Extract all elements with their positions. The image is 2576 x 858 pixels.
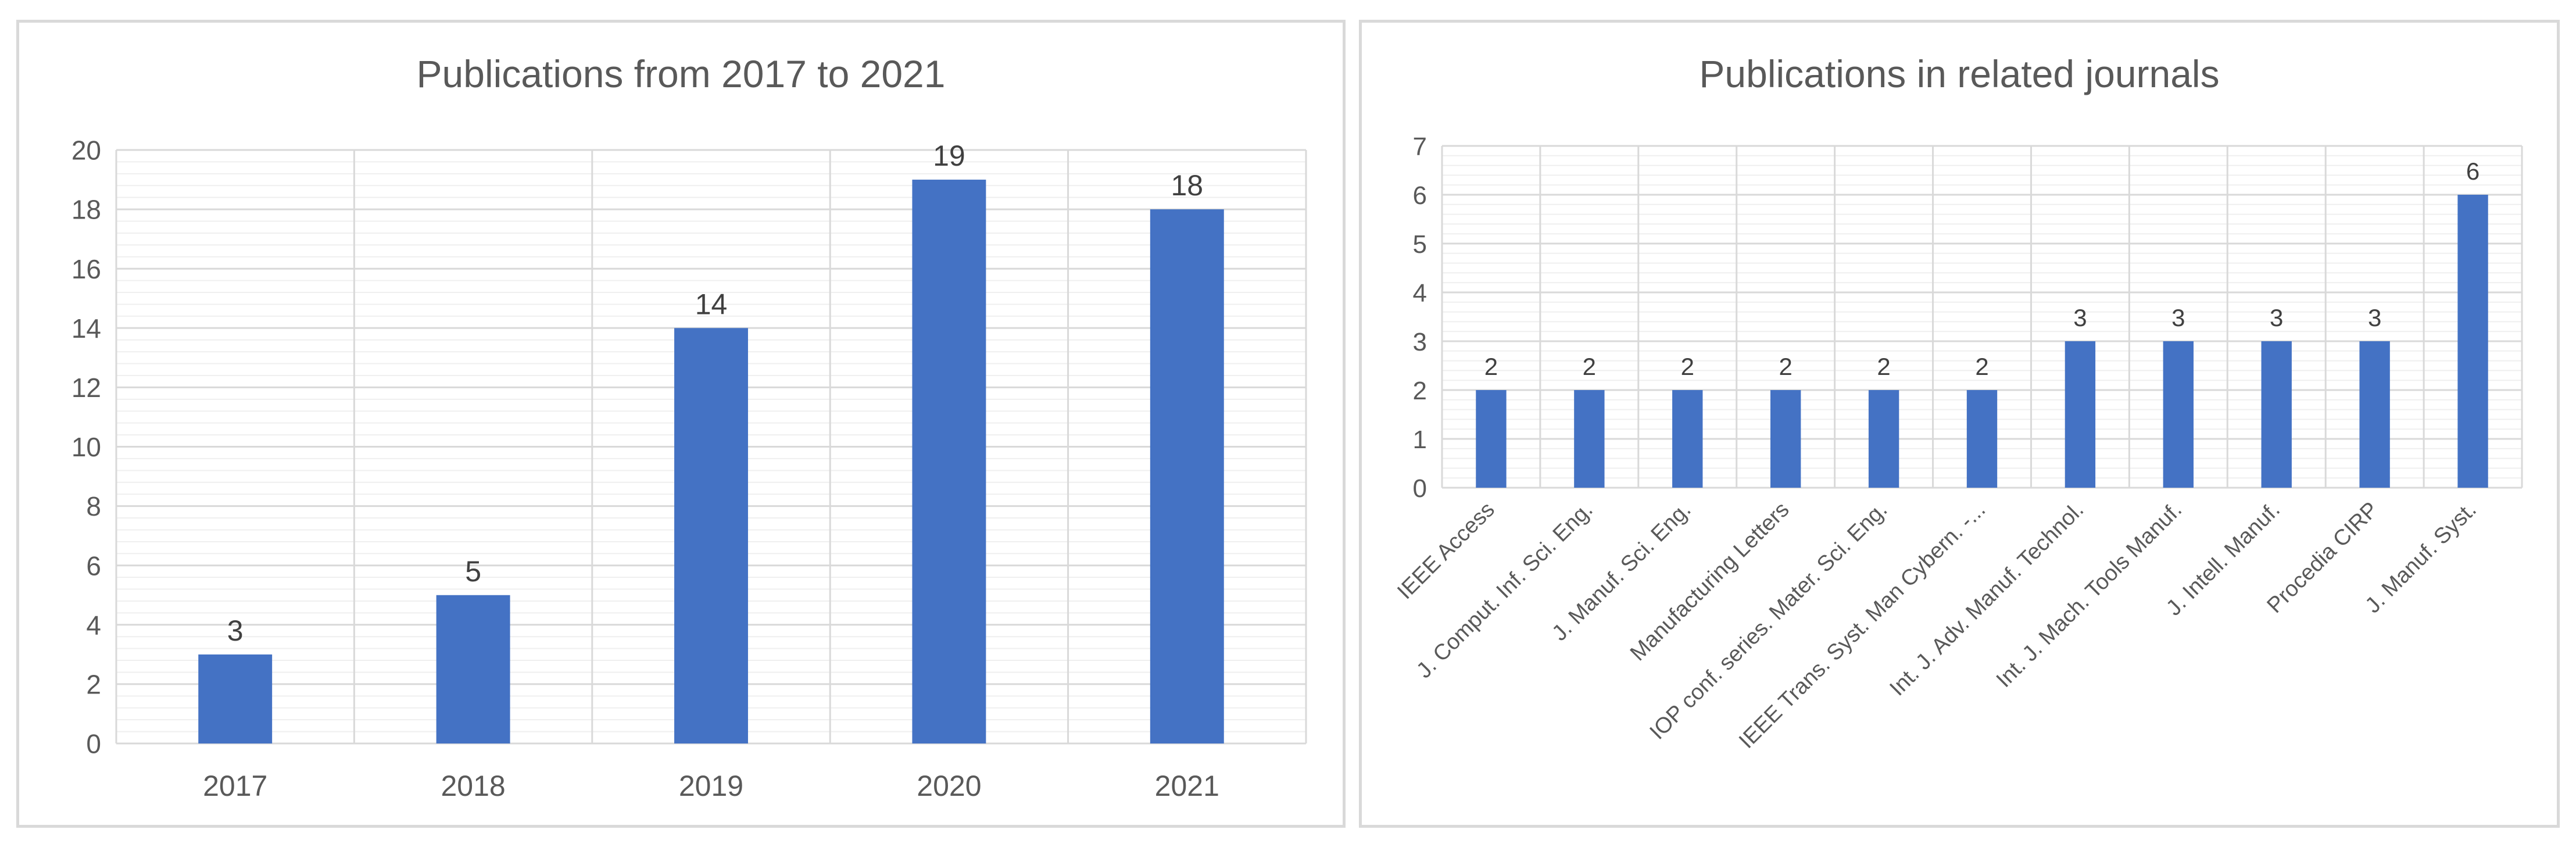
data-label: 2 (1779, 353, 1793, 380)
y-tick-label: 20 (71, 135, 101, 166)
y-tick-label: 6 (1413, 181, 1427, 210)
chart-plot-years: 0 2 4 6 8 10 12 14 16 18 20 3 2017 5 2018 14 2019 19 2020 1… (71, 135, 1307, 802)
bar (1574, 390, 1605, 488)
x-tick-label: Int. J. Adv. Manuf. Technol. (1885, 498, 2088, 701)
data-label: 18 (1171, 169, 1203, 202)
y-tick-label: 1 (1413, 426, 1427, 454)
x-tick-label: Manufacturing Letters (1626, 498, 1794, 666)
chart-panel-journals: Publications in related journals 0 1 2 3 4 5 6… (1359, 20, 2560, 828)
data-label: 6 (2466, 158, 2480, 185)
y-tick-label: 6 (86, 550, 101, 581)
y-tick-label: 4 (1413, 279, 1427, 308)
x-tick-label: 2020 (917, 770, 981, 802)
x-tick-label: IEEE Access (1393, 498, 1500, 605)
chart-panel-years: Publications from 2017 to 2021 0 2 4 6 8 10 12… (16, 20, 1346, 828)
bar (1966, 390, 1998, 488)
bar (1150, 209, 1224, 744)
data-label: 3 (2368, 304, 2381, 331)
bar (1770, 390, 1801, 488)
x-tick-label: 2018 (441, 770, 505, 802)
y-tick-label: 16 (71, 254, 101, 284)
y-tick-label: 4 (86, 610, 101, 640)
data-label: 2 (1975, 353, 1988, 380)
y-tick-label: 14 (71, 313, 101, 344)
data-label: 3 (2270, 304, 2283, 331)
y-tick-label: 5 (1413, 230, 1427, 259)
bar (198, 654, 273, 743)
y-tick-label: 10 (71, 432, 101, 462)
bar (674, 328, 748, 743)
x-tick-label: Int. J. Mach. Tools Manuf. (1992, 498, 2187, 692)
data-label: 3 (2171, 304, 2185, 331)
x-tick-label: 2021 (1155, 770, 1219, 802)
y-tick-label: 18 (71, 195, 101, 225)
chart-title: Publications from 2017 to 2021 (416, 52, 946, 95)
y-tick-label: 12 (71, 373, 101, 403)
bar (2065, 341, 2096, 488)
y-tick-label: 0 (86, 729, 101, 759)
x-tick-label: 2019 (679, 770, 743, 802)
chart-plot-journals: 0 1 2 3 4 5 6 7 2 IEEE Access 2 J. Comput. Inf. Sci… (1393, 133, 2523, 753)
data-label: 3 (227, 614, 244, 647)
bar (912, 180, 986, 743)
bar (1868, 390, 1899, 488)
bar (1476, 390, 1507, 488)
data-label: 2 (1681, 353, 1694, 380)
bar (2163, 341, 2194, 488)
bar (1672, 390, 1703, 488)
y-tick-label: 2 (1413, 377, 1427, 405)
bar (2359, 341, 2390, 488)
y-tick-label: 3 (1413, 328, 1427, 356)
y-tick-label: 0 (1413, 474, 1427, 503)
bar (2457, 195, 2488, 488)
data-label: 2 (1877, 353, 1890, 380)
bar (436, 595, 510, 743)
x-tick-label: J. Comput. Inf. Sci. Eng. (1412, 498, 1597, 683)
data-label: 14 (695, 288, 728, 320)
x-tick-label: 2017 (203, 770, 267, 802)
data-label: 3 (2073, 304, 2087, 331)
y-tick-label: 8 (86, 491, 101, 521)
data-label: 2 (1484, 353, 1498, 380)
chart-title: Publications in related journals (1699, 52, 2220, 95)
bar (2261, 341, 2292, 488)
data-label: 2 (1583, 353, 1596, 380)
y-tick-label: 2 (86, 669, 101, 699)
y-tick-label: 7 (1413, 133, 1427, 161)
data-label: 19 (933, 140, 965, 172)
data-label: 5 (465, 555, 481, 588)
